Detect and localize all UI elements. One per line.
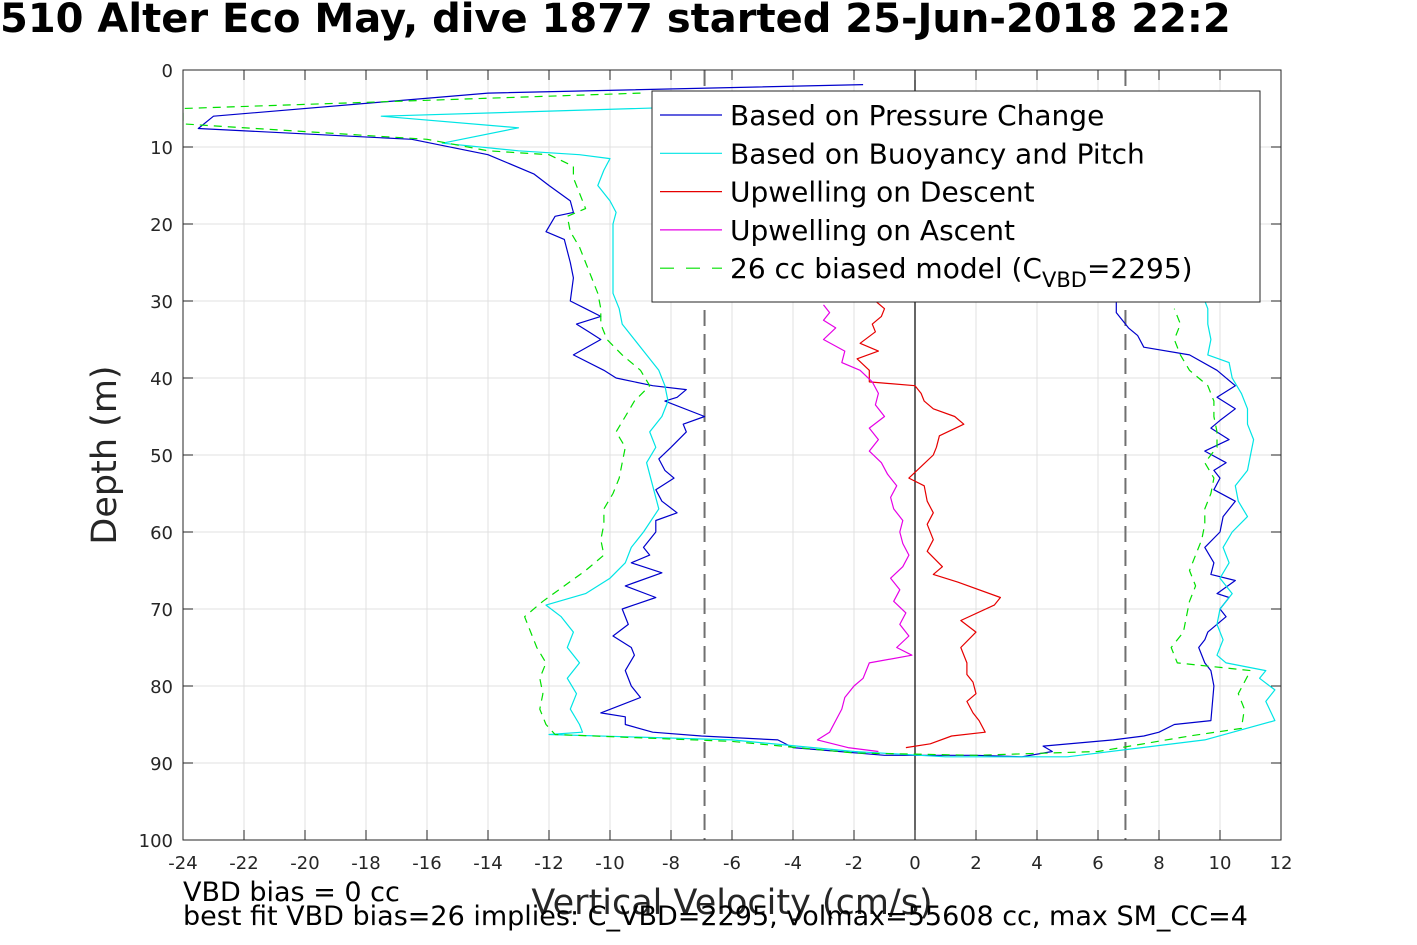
legend-label: Based on Pressure Change bbox=[730, 99, 1104, 132]
legend-label: Upwelling on Ascent bbox=[730, 214, 1015, 247]
legend-label: Based on Buoyancy and Pitch bbox=[730, 137, 1145, 170]
y-tick-label: 40 bbox=[150, 369, 173, 390]
x-tick-label: 0 bbox=[909, 853, 920, 874]
y-tick-label: 10 bbox=[150, 138, 173, 159]
y-tick-label: 30 bbox=[150, 292, 173, 313]
x-tick-label: -20 bbox=[290, 853, 319, 874]
series-line-5 bbox=[183, 92, 1252, 756]
vbd-bias-note: VBD bias = 0 cc bbox=[183, 877, 400, 908]
y-tick-label: 20 bbox=[150, 215, 173, 236]
y-tick-label: 0 bbox=[162, 61, 173, 82]
y-tick-label: 80 bbox=[150, 677, 173, 698]
x-tick-label: -8 bbox=[662, 853, 680, 874]
x-axis-label: Vertical Velocity (cm/s) bbox=[531, 883, 932, 923]
y-tick-label: 70 bbox=[150, 600, 173, 621]
x-tick-label: -4 bbox=[784, 853, 802, 874]
series-line-1 bbox=[197, 84, 1236, 758]
tick-labels: -24 -22 -20 -18 -16 -14 -12 -10 -8 -6 -4 -2 0 2 4 6 8 10 1… bbox=[139, 61, 1293, 874]
x-tick-label: -2 bbox=[845, 853, 863, 874]
y-tick-label: 50 bbox=[150, 446, 173, 467]
legend-label: Upwelling on Descent bbox=[730, 176, 1035, 209]
y-tick-label: 60 bbox=[150, 523, 173, 544]
x-tick-label: -10 bbox=[595, 853, 624, 874]
y-tick-label: 100 bbox=[139, 831, 173, 852]
best-fit-note: best fit VBD bias=26 implies: C_VBD=2295… bbox=[183, 901, 1248, 932]
legend: Based on Pressure Change Based on Buoyanc… bbox=[651, 90, 1261, 303]
x-tick-label: 8 bbox=[1153, 853, 1164, 874]
x-tick-label: 12 bbox=[1270, 853, 1293, 874]
x-tick-label: -24 bbox=[168, 853, 197, 874]
x-tick-label: -14 bbox=[473, 853, 502, 874]
x-tick-label: -16 bbox=[412, 853, 441, 874]
x-tick-label: -22 bbox=[229, 853, 258, 874]
x-tick-label: 4 bbox=[1031, 853, 1042, 874]
series-layer bbox=[183, 84, 1276, 758]
axes bbox=[182, 69, 1282, 841]
x-tick-label: -18 bbox=[351, 853, 380, 874]
series-line-2 bbox=[380, 104, 1276, 758]
series-line-3 bbox=[856, 300, 1002, 749]
x-tick-label: 2 bbox=[970, 853, 981, 874]
legend-label-suffix: =2295) bbox=[1087, 252, 1193, 285]
legend-box bbox=[651, 90, 1261, 303]
x-tick-label: 10 bbox=[1209, 853, 1232, 874]
x-tick-label: -12 bbox=[534, 853, 563, 874]
x-tick-label: -6 bbox=[723, 853, 741, 874]
page-title: 510 Alter Eco May, dive 1877 started 25-… bbox=[0, 0, 1231, 42]
x-tick-label: 6 bbox=[1092, 853, 1103, 874]
y-axis-label: Depth (m) bbox=[85, 365, 125, 544]
y-tick-label: 90 bbox=[150, 754, 173, 775]
series-line-4 bbox=[816, 304, 913, 753]
legend-label-subscript: VBD bbox=[1042, 268, 1087, 292]
